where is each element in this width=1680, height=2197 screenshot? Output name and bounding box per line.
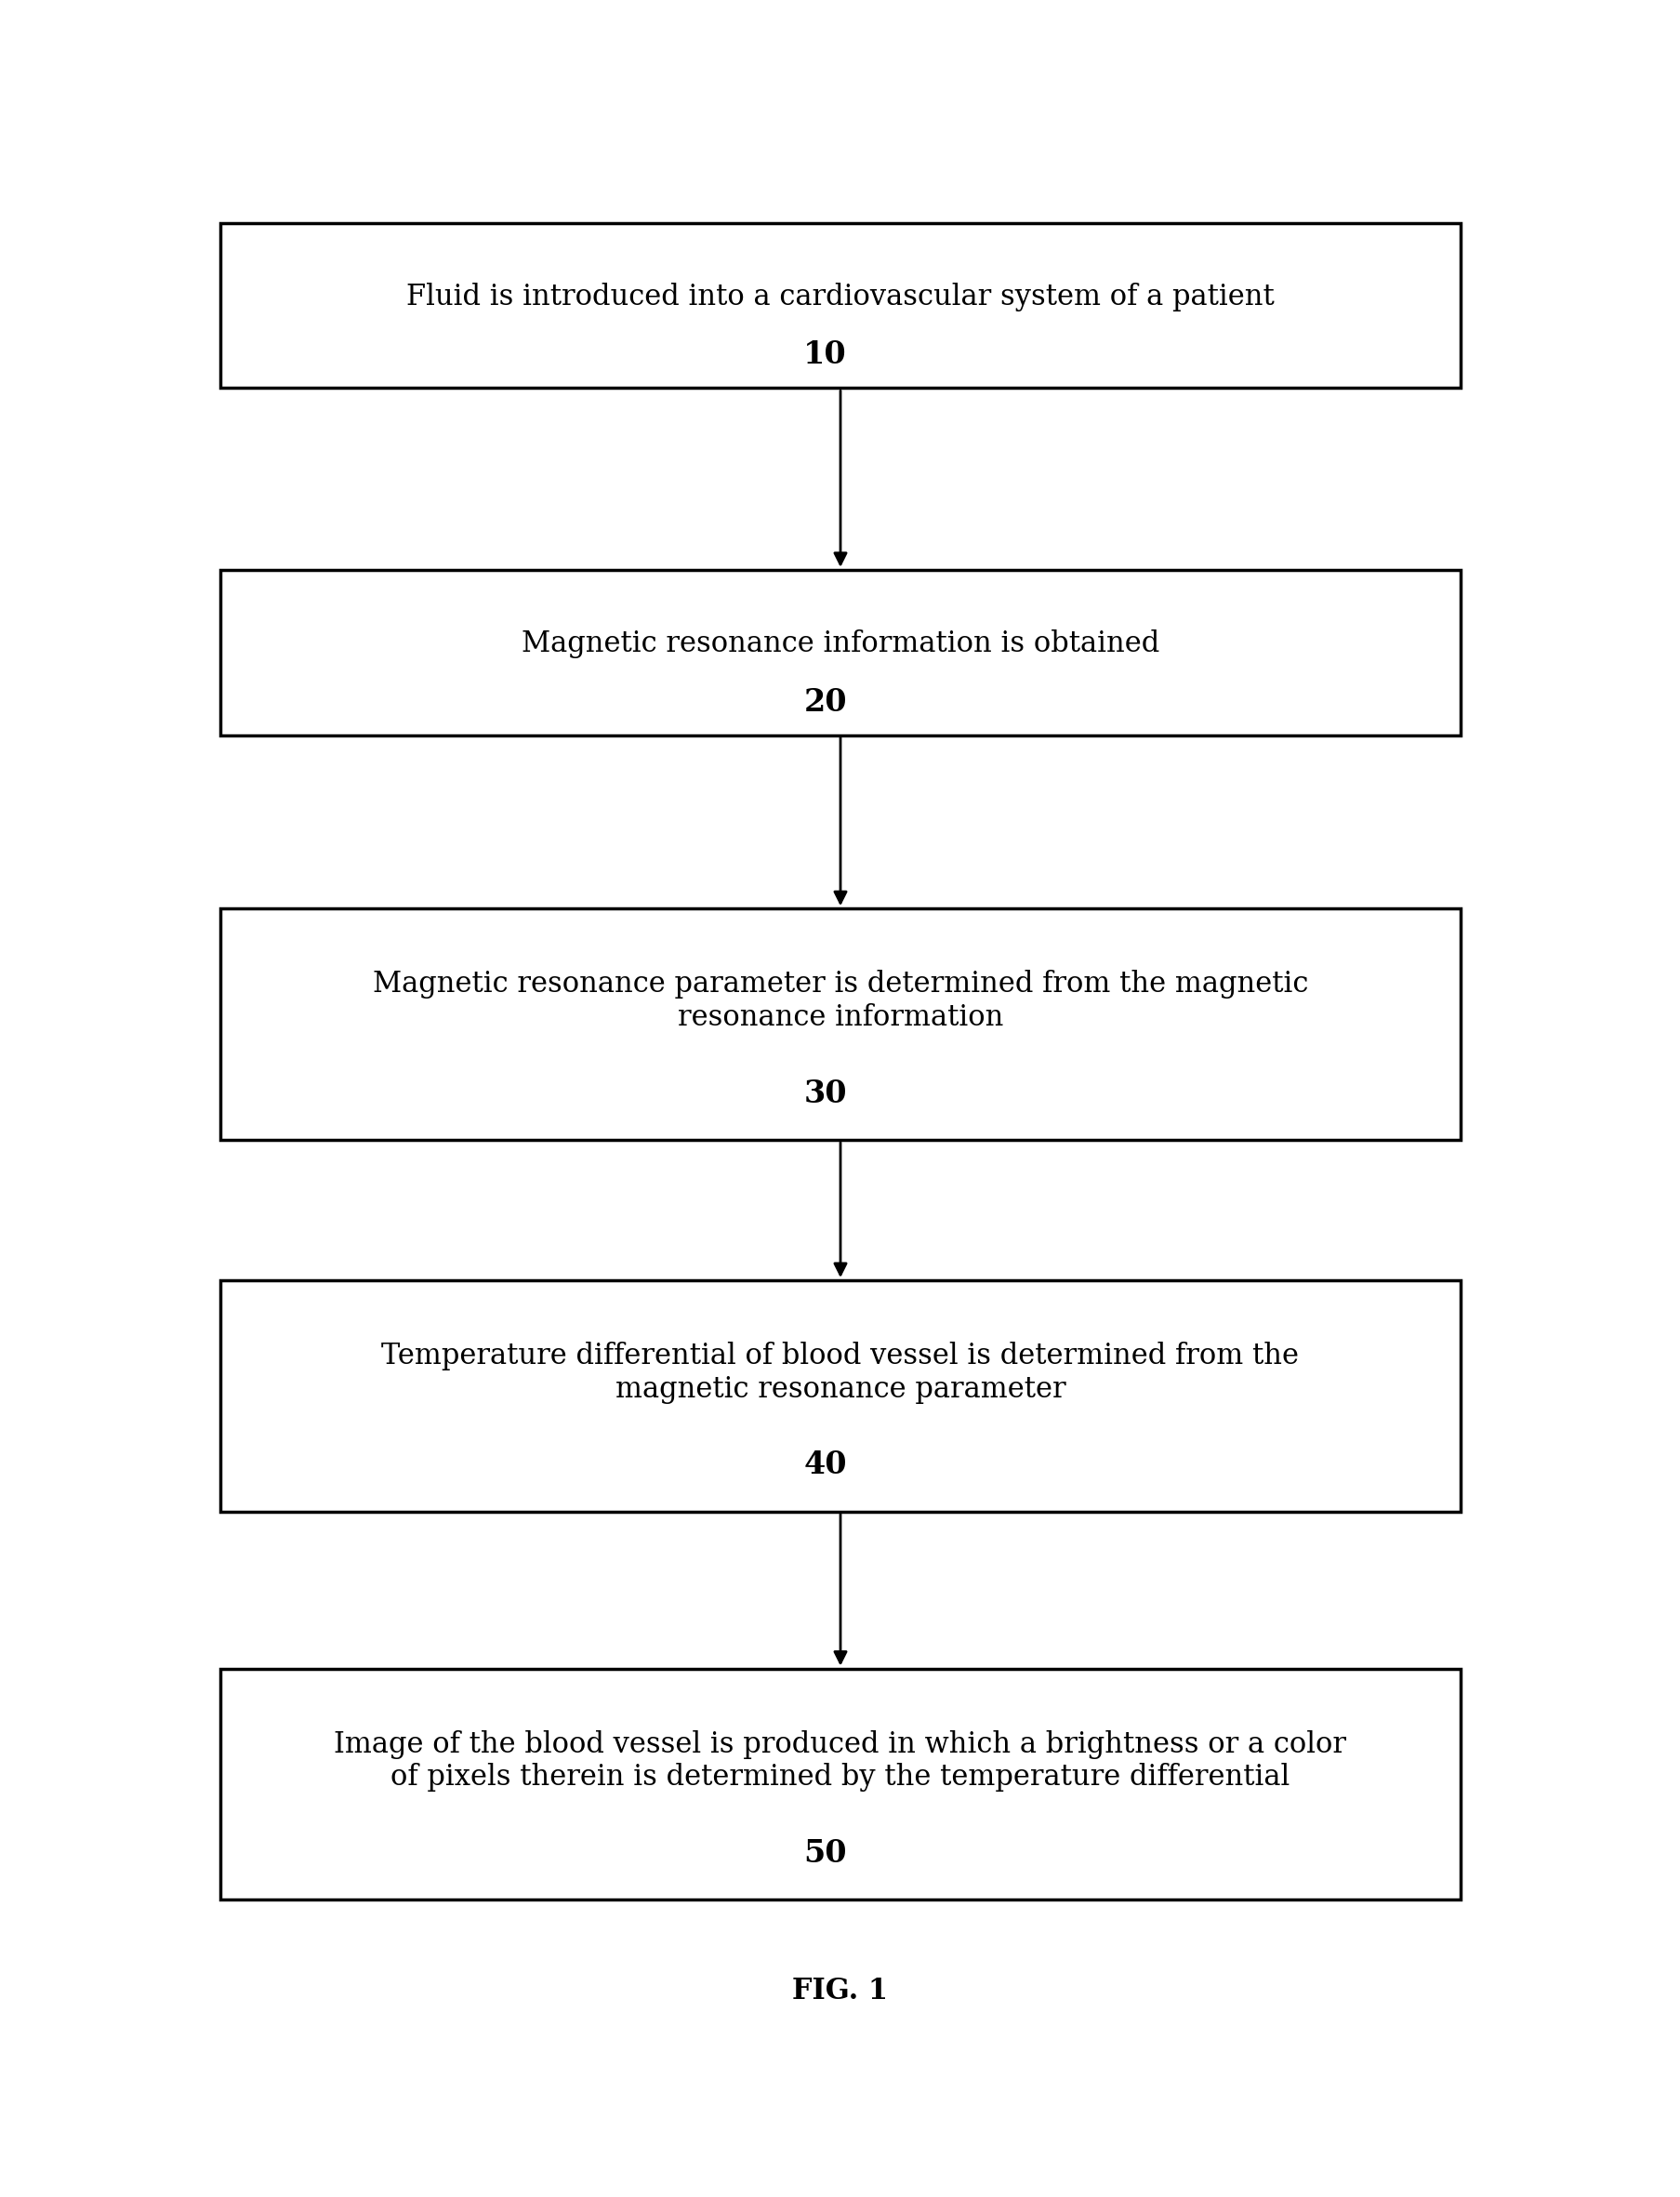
Text: Fluid is introduced into a cardiovascular system of a patient: Fluid is introduced into a cardiovascula…	[407, 283, 1273, 312]
Text: Image of the blood vessel is produced in which a brightness or a color
of pixels: Image of the blood vessel is produced in…	[334, 1729, 1346, 1793]
Text: Magnetic resonance information is obtained: Magnetic resonance information is obtain…	[521, 631, 1159, 659]
Text: 30: 30	[803, 1079, 847, 1109]
Text: Temperature differential of blood vessel is determined from the
magnetic resonan: Temperature differential of blood vessel…	[381, 1342, 1299, 1404]
Text: 10: 10	[803, 341, 847, 371]
FancyBboxPatch shape	[220, 1668, 1460, 1900]
FancyBboxPatch shape	[220, 910, 1460, 1140]
Text: Magnetic resonance parameter is determined from the magnetic
resonance informati: Magnetic resonance parameter is determin…	[373, 969, 1307, 1033]
Text: 20: 20	[803, 688, 847, 718]
FancyBboxPatch shape	[220, 222, 1460, 389]
Text: FIG. 1: FIG. 1	[793, 1977, 887, 2006]
FancyBboxPatch shape	[220, 1281, 1460, 1512]
Text: 50: 50	[803, 1839, 847, 1870]
Text: 40: 40	[803, 1450, 847, 1481]
FancyBboxPatch shape	[220, 569, 1460, 736]
